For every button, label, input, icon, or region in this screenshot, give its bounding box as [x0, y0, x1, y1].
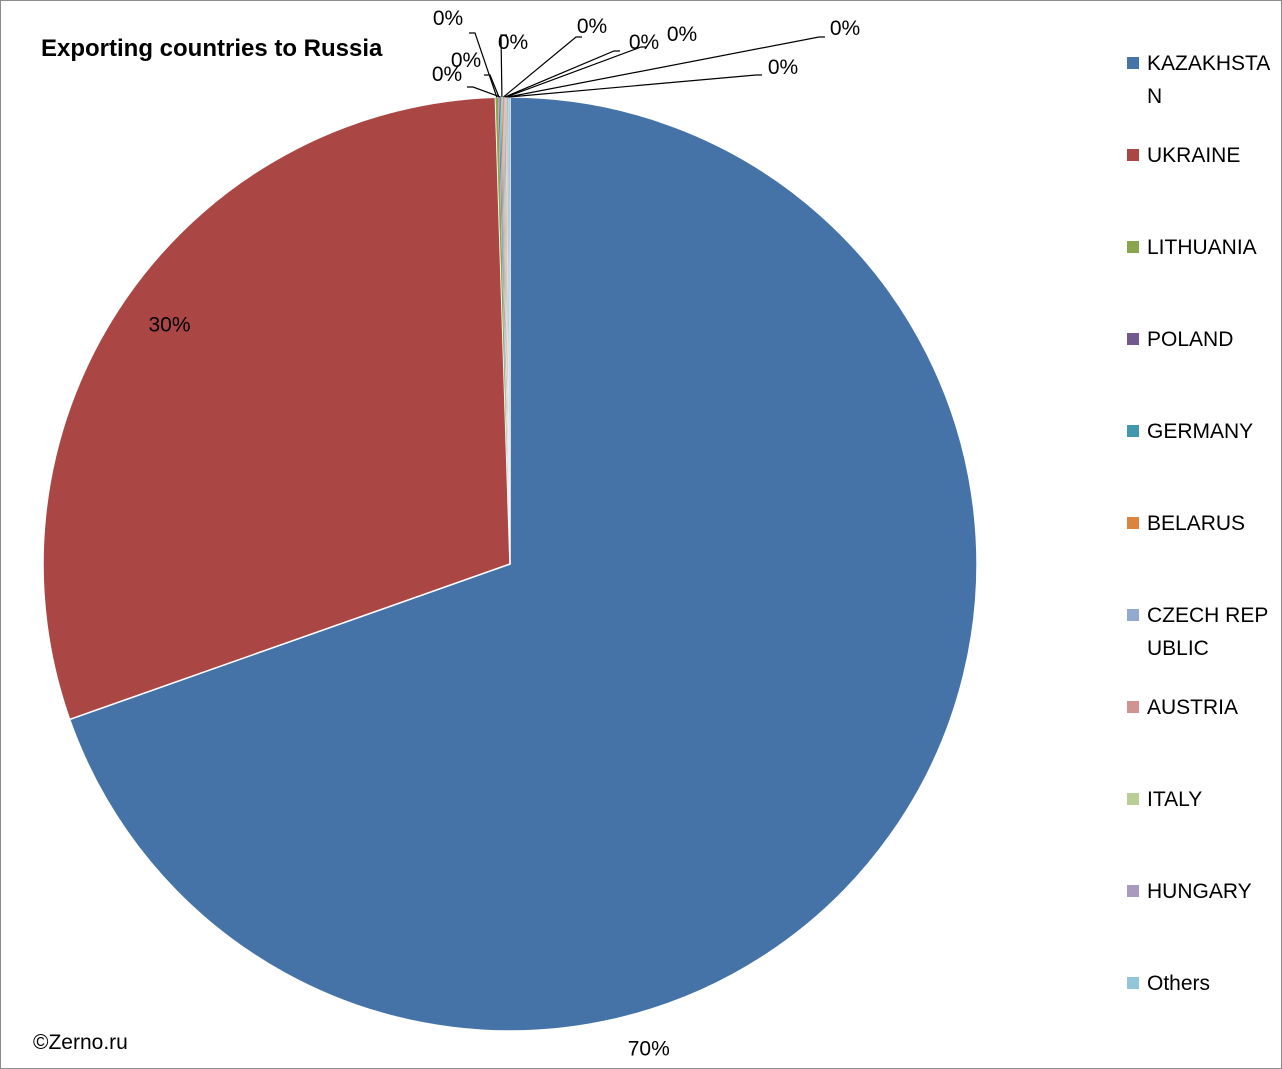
data-label-germany: 0%: [432, 63, 462, 86]
data-label-kazakhstan: 70%: [628, 1038, 670, 1061]
leader-line-belarus: [500, 34, 507, 98]
legend-swatch: [1127, 241, 1139, 253]
legend-label: CZECH REPUBLIC: [1147, 604, 1269, 660]
legend-label: UKRAINE: [1147, 144, 1241, 167]
data-label-belarus: 0%: [498, 31, 528, 54]
legend-label: KAZAKHSTAN: [1147, 52, 1271, 108]
data-label-hungary: 0%: [830, 17, 860, 40]
leader-line-hungary: [507, 36, 825, 98]
copyright-credit: ©Zerno.ru: [33, 1031, 128, 1054]
legend-item-poland: POLAND: [1127, 323, 1279, 356]
legend-swatch: [1127, 793, 1139, 805]
pie-slice-kazakhstan: [68, 96, 978, 1032]
legend-swatch: [1127, 609, 1139, 621]
legend-swatch: [1127, 333, 1139, 345]
legend-label: HUNGARY: [1147, 880, 1252, 903]
legend-swatch: [1127, 977, 1139, 989]
leader-line-poland: [484, 74, 500, 98]
leader-line-italy: [506, 46, 647, 98]
legend-swatch: [1127, 885, 1139, 897]
legend-item-czech-republic: CZECH REPUBLIC: [1127, 599, 1279, 665]
legend-label: GERMANY: [1147, 420, 1254, 443]
legend-swatch: [1127, 57, 1139, 69]
legend-label: POLAND: [1147, 328, 1234, 351]
legend-swatch: [1127, 425, 1139, 437]
legend-item-hungary: HUNGARY: [1127, 875, 1279, 908]
data-label-ukraine: 30%: [148, 314, 190, 337]
legend-item-italy: ITALY: [1127, 783, 1279, 816]
data-label-austria: 0%: [629, 31, 659, 54]
legend-swatch: [1127, 149, 1139, 161]
legend-label: Others: [1147, 972, 1211, 995]
data-label-poland: 0%: [451, 49, 481, 72]
data-label-others: 0%: [768, 56, 798, 79]
legend-label: ITALY: [1147, 788, 1203, 811]
leader-line-austria: [504, 50, 620, 98]
legend-item-germany: GERMANY: [1127, 415, 1279, 448]
legend-label: AUSTRIA: [1147, 696, 1239, 719]
leader-line-germany: [467, 86, 501, 98]
legend-swatch: [1127, 517, 1139, 529]
legend-swatch: [1127, 701, 1139, 713]
leader-line-others: [509, 74, 762, 98]
legend-item-ukraine: UKRAINE: [1127, 139, 1279, 172]
legend-label: LITHUANIA: [1147, 236, 1257, 259]
legend-item-kazakhstan: KAZAKHSTAN: [1127, 47, 1279, 113]
data-label-italy: 0%: [667, 23, 697, 46]
legend-item-belarus: BELARUS: [1127, 507, 1279, 540]
legend-item-lithuania: LITHUANIA: [1127, 231, 1279, 264]
chart-title: Exporting countries to Russia: [41, 35, 383, 62]
legend-item-austria: AUSTRIA: [1127, 691, 1279, 724]
pie-slice-ukraine: [42, 96, 511, 721]
data-label-czech-republic: 0%: [577, 15, 607, 38]
leader-line-czech-republic: [503, 36, 582, 98]
data-label-lithuania: 0%: [433, 7, 463, 30]
leader-line-lithuania: [469, 32, 498, 98]
legend-label: BELARUS: [1147, 512, 1246, 535]
legend-item-others: Others: [1127, 967, 1279, 1000]
